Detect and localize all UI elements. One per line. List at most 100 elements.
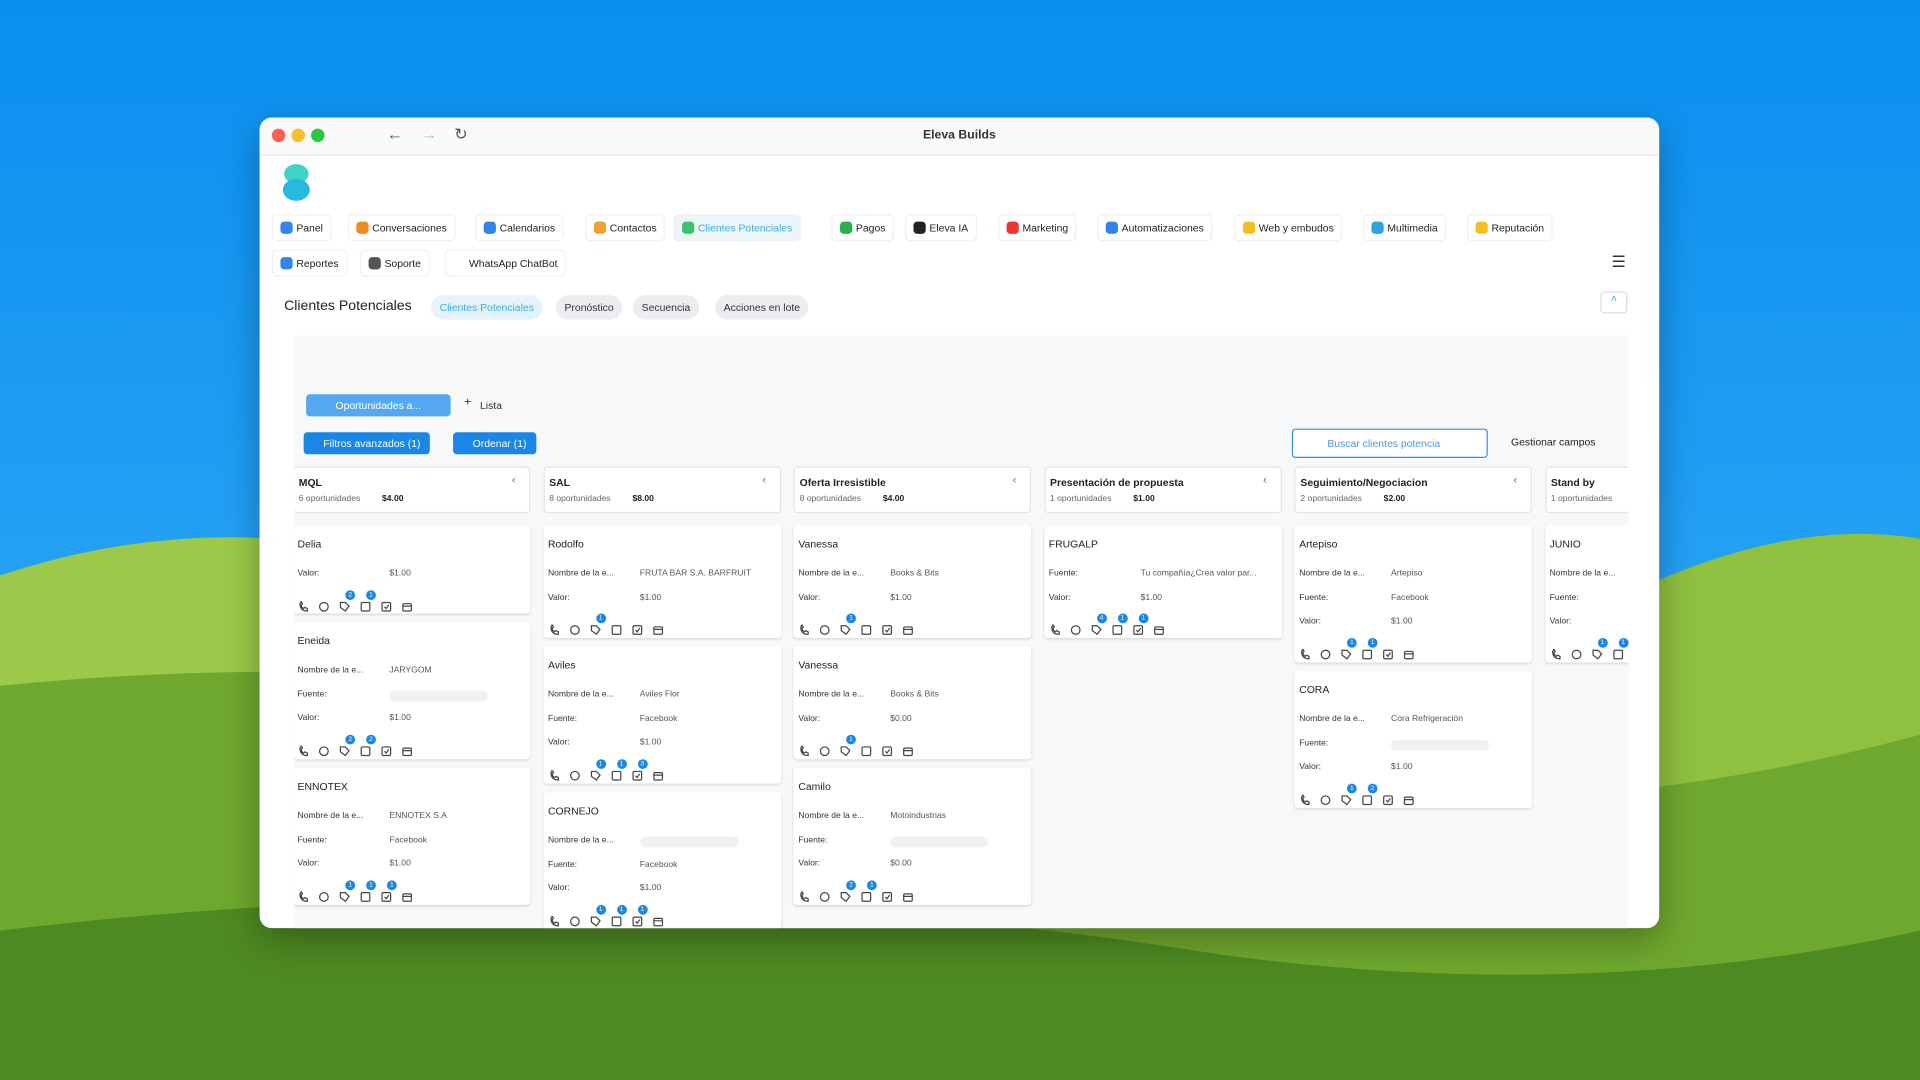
action-icon[interactable] — [569, 910, 580, 926]
action-icon[interactable] — [590, 910, 601, 926]
action-icon[interactable] — [1341, 789, 1352, 805]
lead-card[interactable]: Eneida Nombre de la e... JARYGOM Fuente: Val… — [293, 622, 531, 760]
lead-card[interactable]: JUNIO Nombre de la e... Fuente: Valor: 1 1 — [1544, 525, 1629, 663]
action-icon[interactable] — [652, 910, 663, 926]
action-icon[interactable] — [298, 596, 309, 612]
action-icon[interactable] — [1362, 789, 1373, 805]
lead-card[interactable]: Artepiso Nombre de la e... Artepiso Fuente:… — [1294, 525, 1532, 663]
action-icon[interactable] — [318, 886, 329, 902]
filter-button[interactable]: Filtros avanzados (1) — [303, 432, 431, 455]
action-icon[interactable] — [548, 910, 559, 926]
action-icon[interactable] — [1382, 643, 1393, 659]
action-icon[interactable] — [1341, 643, 1352, 660]
action-icon[interactable] — [318, 740, 329, 756]
action-icon[interactable] — [402, 886, 413, 902]
action-icon[interactable] — [298, 886, 309, 902]
action-icon[interactable] — [360, 596, 371, 612]
action-icon[interactable] — [610, 910, 621, 926]
action-icon[interactable] — [339, 740, 350, 756]
action-icon[interactable] — [548, 765, 559, 781]
action-icon[interactable] — [569, 620, 580, 635]
action-icon[interactable] — [882, 620, 893, 635]
action-icon[interactable] — [402, 740, 413, 756]
tab[interactable]: Secuencia — [633, 295, 699, 320]
action-icon[interactable] — [652, 620, 663, 635]
collapse-column[interactable]: ‹ — [1012, 473, 1017, 487]
lead-card[interactable]: ENNOTEX Nombre de la e... ENNOTEX S.A Fuent… — [293, 767, 531, 905]
action-icon[interactable] — [1049, 620, 1060, 635]
collapse-column[interactable]: ‹ — [1513, 473, 1518, 487]
action-icon[interactable] — [861, 620, 872, 635]
action-icon[interactable] — [1612, 643, 1623, 659]
action-icon[interactable] — [569, 765, 580, 781]
lead-card[interactable]: CORNEJO Nombre de la e... Fuente: Facebook V… — [543, 792, 781, 929]
action-icon[interactable] — [318, 596, 329, 612]
action-icon[interactable] — [840, 741, 851, 757]
action-icon[interactable] — [1299, 643, 1310, 659]
nav-item[interactable]: Conversaciones — [347, 214, 456, 242]
collapse-column[interactable]: ‹ — [1263, 473, 1267, 487]
action-icon[interactable] — [1591, 643, 1602, 660]
nav-item[interactable]: Calendarios — [475, 214, 564, 242]
action-icon[interactable] — [1070, 620, 1081, 635]
action-icon[interactable] — [882, 886, 893, 902]
action-icon[interactable] — [1382, 789, 1393, 805]
action-icon[interactable] — [590, 765, 601, 781]
nav-item[interactable]: Reputación — [1466, 214, 1553, 242]
tab[interactable]: Pronóstico — [555, 295, 623, 320]
action-icon[interactable] — [360, 740, 371, 756]
action-icon[interactable] — [360, 886, 371, 902]
action-icon[interactable] — [381, 596, 392, 612]
action-icon[interactable] — [631, 765, 642, 781]
action-icon[interactable] — [610, 765, 621, 781]
collapse-button[interactable]: ˄ — [1600, 291, 1628, 314]
lead-card[interactable]: Delia Valor: $1.00 2 1 — [293, 525, 531, 614]
nav-item[interactable]: WhatsApp ChatBot — [444, 249, 567, 277]
action-icon[interactable] — [298, 740, 309, 756]
action-icon[interactable] — [861, 886, 872, 902]
action-icon[interactable] — [381, 740, 392, 756]
lead-card[interactable]: Vanessa Nombre de la e... Books & Bits Valo… — [793, 525, 1032, 638]
action-icon[interactable] — [1320, 789, 1331, 805]
nav-item[interactable]: Marketing — [997, 214, 1077, 242]
action-icon[interactable] — [1320, 643, 1331, 659]
nav-item[interactable]: Pagos — [831, 214, 895, 242]
action-icon[interactable] — [652, 765, 663, 781]
action-icon[interactable] — [631, 910, 642, 926]
action-icon[interactable] — [902, 620, 913, 635]
action-icon[interactable] — [548, 620, 559, 635]
action-icon[interactable] — [1299, 789, 1310, 805]
action-icon[interactable] — [840, 886, 851, 902]
nav-item[interactable]: Reportes — [271, 249, 348, 277]
nav-item[interactable]: Web y embudos — [1234, 214, 1343, 242]
action-icon[interactable] — [339, 886, 350, 902]
nav-item[interactable]: Soporte — [360, 249, 430, 277]
action-icon[interactable] — [1111, 620, 1122, 635]
action-icon[interactable] — [381, 886, 392, 902]
nav-item[interactable]: Eleva IA — [904, 214, 977, 242]
search-box[interactable]: Buscar clientes potencia — [1291, 428, 1488, 458]
action-icon[interactable] — [1570, 643, 1581, 659]
lead-card[interactable]: Camilo Nombre de la e... Motoindustrias Fue… — [793, 767, 1032, 905]
window-control[interactable] — [311, 128, 325, 143]
action-icon[interactable] — [840, 620, 851, 636]
action-icon[interactable] — [902, 741, 913, 757]
action-icon[interactable] — [902, 886, 913, 902]
action-icon[interactable] — [819, 886, 830, 902]
nav-item[interactable]: Contactos — [585, 214, 666, 242]
nav-item[interactable]: Panel — [271, 214, 332, 242]
lead-card[interactable]: FRUGALP Fuente: Tu compañía¿Crea valor par… — [1043, 525, 1282, 638]
action-icon[interactable] — [631, 620, 642, 635]
action-icon[interactable] — [882, 741, 893, 757]
action-icon[interactable] — [1403, 789, 1414, 805]
nav-item[interactable]: Clientes Potenciales — [673, 214, 801, 242]
lead-card[interactable]: Rodolfo Nombre de la e... FRUTA BAR S.A. B… — [543, 525, 781, 638]
view-tab[interactable]: Oportunidades a... — [306, 394, 451, 417]
lead-card[interactable]: Vanessa Nombre de la e... Books & Bits Valo… — [793, 646, 1032, 760]
window-control[interactable] — [271, 128, 286, 143]
collapse-column[interactable]: ‹ — [511, 473, 516, 487]
action-icon[interactable] — [819, 620, 830, 635]
nav-button[interactable]: ← — [386, 124, 403, 144]
action-icon[interactable] — [1362, 643, 1373, 659]
action-icon[interactable] — [339, 596, 350, 612]
